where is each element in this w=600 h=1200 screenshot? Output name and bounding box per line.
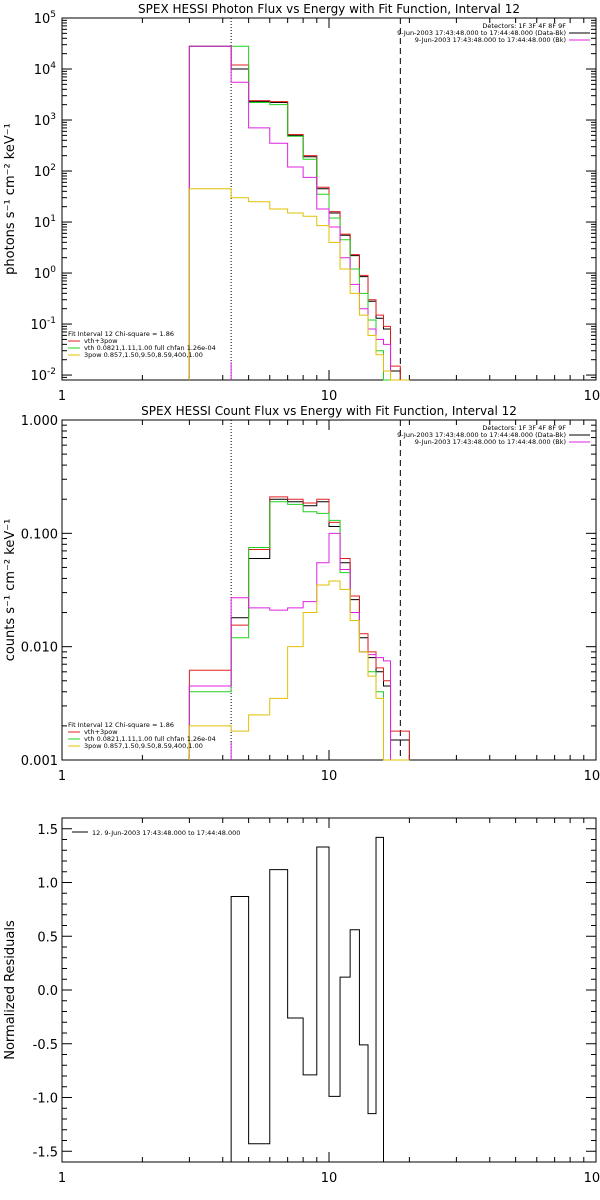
- y-tick-label: 1.0: [37, 877, 58, 892]
- series-1-histogram: [188, 498, 410, 760]
- fit-legend-line: Fit Interval 12 Chi-square = 1.86: [68, 721, 174, 729]
- x-tick-label: 10: [321, 769, 338, 784]
- y-tick-label: -1.5: [33, 1145, 58, 1160]
- series-3-histogram: [188, 501, 410, 761]
- y-tick-label: 0.0: [37, 984, 58, 999]
- series-3-histogram: [188, 45, 410, 381]
- y-tick-label: 0.001: [21, 754, 58, 769]
- info-line: 9-Jun-2003 17:43:48.000 to 17:44:48.000 …: [415, 36, 566, 44]
- fit-legend-line: vth+3pow: [84, 337, 118, 345]
- x-tick-label: 1: [58, 389, 66, 404]
- series-4-histogram: [188, 45, 410, 381]
- y-tick-label: 0.100: [21, 527, 58, 542]
- y-tick-label: 100: [34, 265, 57, 282]
- series-4-histogram: [188, 532, 410, 761]
- info-line: Detectors: 1F 3F 4F 8F 9F: [482, 22, 566, 30]
- x-tick-label: 1: [58, 769, 66, 784]
- y-tick-label: 1.000: [21, 414, 58, 429]
- fit-legend-line: 3pow 0.857,1.50,9.50,8.59,400,1.00: [84, 351, 203, 359]
- info-line: Detectors: 1F 3F 4F 8F 9F: [482, 424, 566, 432]
- y-tick-label: 104: [34, 61, 57, 78]
- y-tick-label: 1.5: [37, 823, 58, 838]
- y-tick-label: -1.0: [33, 1092, 58, 1107]
- residual-legend-label: 12. 9-Jun-2003 17:43:48.000 to 17:44:48.…: [92, 829, 240, 837]
- x-tick-label: 100: [584, 769, 600, 784]
- y-tick-label: 10-2: [30, 367, 56, 384]
- fit-legend-line: vth 0.0821,1.11,1.00 full chfan 1.26e-04: [84, 735, 216, 743]
- series-2-histogram: [188, 496, 410, 760]
- chart-title: SPEX HESSI Photon Flux vs Energy with Fi…: [138, 2, 520, 16]
- series-5-histogram: [188, 188, 410, 381]
- y-tick-label: 101: [34, 214, 56, 231]
- info-line: 9-Jun-2003 17:43:48.000 to 17:44:48.000 …: [415, 438, 566, 446]
- y-tick-label: 102: [34, 163, 56, 180]
- panel-2: SPEX HESSI Count Flux vs Energy with Fit…: [3, 404, 600, 784]
- fit-legend-line: 3pow 0.857,1.50,9.50,8.59,400,1.00: [84, 742, 203, 750]
- x-tick-label: 1: [58, 1171, 66, 1186]
- x-tick-label: 100: [584, 1171, 600, 1186]
- x-tick-label: 10: [321, 1171, 338, 1186]
- info-line: 9-Jun-2003 17:43:48.000 to 17:44:48.000 …: [397, 29, 566, 37]
- panel-3: Normalized Residuals 1 10 100 -1.5 -1.0 -0.5 0.…: [3, 817, 600, 1186]
- chart-title: SPEX HESSI Count Flux vs Energy with Fit…: [141, 404, 517, 418]
- y-tick-label: 103: [34, 112, 56, 129]
- fit-legend-line: vth+3pow: [84, 728, 118, 736]
- panel-1: SPEX HESSI Photon Flux vs Energy with Fi…: [3, 2, 600, 404]
- x-tick-label: 100: [584, 389, 600, 404]
- series-2-histogram: [188, 45, 410, 381]
- fit-legend-line: vth 0.0821,1.11,1.00 full chfan 1.26e-04: [84, 344, 216, 352]
- series-1-histogram: [230, 836, 401, 1163]
- plot-frame: [61, 419, 597, 761]
- y-tick-label: -0.5: [33, 1038, 58, 1053]
- y-tick-label: 10-1: [30, 316, 56, 333]
- y-tick-label: 0.5: [37, 930, 58, 945]
- info-line: 9-Jun-2003 17:43:48.000 to 17:44:48.000 …: [397, 431, 566, 439]
- y-tick-label: 105: [34, 10, 56, 27]
- y-axis-label: Normalized Residuals: [3, 920, 18, 1060]
- x-tick-label: 10: [321, 389, 338, 404]
- y-axis-label: photons s⁻¹ cm⁻² keV⁻¹: [3, 123, 18, 275]
- y-tick-label: 0.010: [21, 641, 58, 656]
- fit-legend-line: Fit Interval 12 Chi-square = 1.86: [68, 330, 174, 338]
- series-5-histogram: [188, 580, 410, 761]
- y-axis-label: counts s⁻¹ cm⁻² keV⁻¹: [3, 519, 18, 662]
